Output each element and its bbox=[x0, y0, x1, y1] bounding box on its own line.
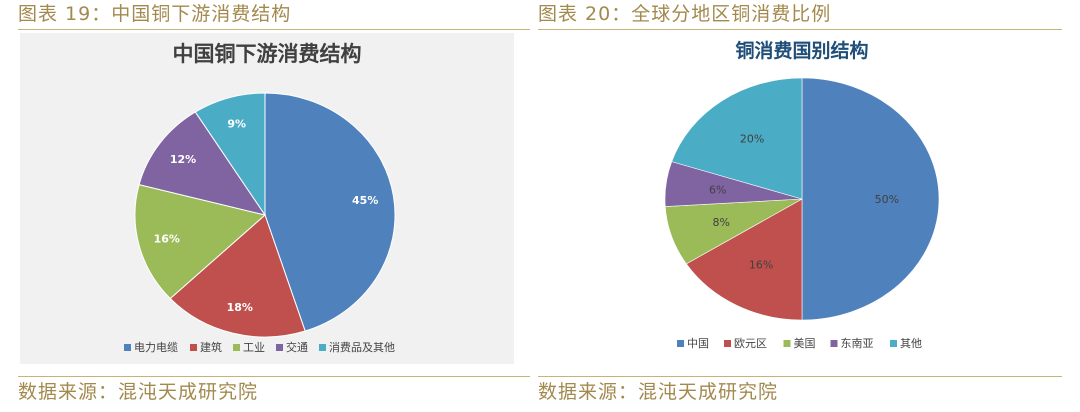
figure-caption-left: 图表 19：中国铜下游消费结构 bbox=[18, 0, 530, 30]
slice-label: 8% bbox=[712, 216, 729, 229]
slice-label: 12% bbox=[170, 153, 196, 166]
legend-swatch bbox=[319, 344, 326, 351]
pie-slice-1 bbox=[801, 77, 940, 321]
pie-slice-2 bbox=[685, 198, 803, 321]
pie-slice-2 bbox=[169, 214, 306, 338]
chart-panel-global-regional: 铜消费国别结构 50% 16% 8% 6% 20% 中国 欧元区 美国 东南亚 其他 bbox=[540, 33, 1060, 364]
legend-swatch bbox=[830, 340, 838, 347]
data-source-right: 数据来源：混沌天成研究院 bbox=[538, 376, 1062, 412]
legend-label: 电力电缆 bbox=[134, 341, 178, 354]
pie-slice-4 bbox=[138, 111, 267, 216]
legend-label: 美国 bbox=[794, 337, 816, 350]
legend-swatch bbox=[233, 344, 240, 351]
legend-swatch bbox=[190, 344, 197, 351]
pie-slice-5 bbox=[194, 92, 266, 217]
legend-swatch bbox=[276, 344, 283, 351]
slice-label: 45% bbox=[352, 194, 378, 207]
legend-label: 东南亚 bbox=[841, 337, 874, 350]
legend-swatch bbox=[890, 340, 897, 347]
slice-label: 20% bbox=[740, 132, 764, 145]
figure-caption-right: 图表 20：全球分地区铜消费比例 bbox=[538, 0, 1062, 30]
legend-label: 消费品及其他 bbox=[329, 340, 395, 354]
slice-label: 18% bbox=[227, 301, 253, 314]
legend-swatch bbox=[724, 340, 731, 347]
slice-label: 16% bbox=[154, 233, 180, 246]
chart-title: 铜消费国别结构 bbox=[735, 39, 868, 62]
legend-label: 中国 bbox=[687, 337, 709, 350]
pie-chart-global-regional: 铜消费国别结构 50% 16% 8% 6% 20% 中国 欧元区 美国 东南亚 其他 bbox=[664, 39, 940, 350]
slice-label: 6% bbox=[709, 184, 726, 197]
legend-swatch bbox=[677, 340, 684, 347]
chart-panel-china-downstream: 中国铜下游消费结构 45% 18% 16% 12% 9% 电力电缆 建筑 工业 交通 消费品及其… bbox=[20, 33, 514, 364]
pie-slice-5 bbox=[671, 77, 803, 200]
legend-label: 交通 bbox=[286, 340, 308, 354]
pie-chart-china-downstream: 中国铜下游消费结构 45% 18% 16% 12% 9% 电力电缆 建筑 工业 交通 消费品及其… bbox=[124, 42, 396, 354]
slice-label: 16% bbox=[749, 259, 773, 272]
slice-label: 9% bbox=[227, 118, 246, 131]
legend-label: 其他 bbox=[900, 337, 922, 350]
data-source-left: 数据来源：混沌天成研究院 bbox=[18, 376, 530, 412]
legend-swatch bbox=[783, 340, 791, 347]
pie-slice-1 bbox=[264, 92, 396, 332]
legend-swatch bbox=[124, 344, 131, 351]
legend-label: 工业 bbox=[243, 341, 265, 354]
legend-label: 欧元区 bbox=[734, 337, 767, 350]
slice-label: 50% bbox=[875, 193, 899, 206]
chart-title: 中国铜下游消费结构 bbox=[173, 42, 362, 66]
legend-label: 建筑 bbox=[200, 340, 222, 354]
pie-slice-3 bbox=[134, 184, 267, 300]
